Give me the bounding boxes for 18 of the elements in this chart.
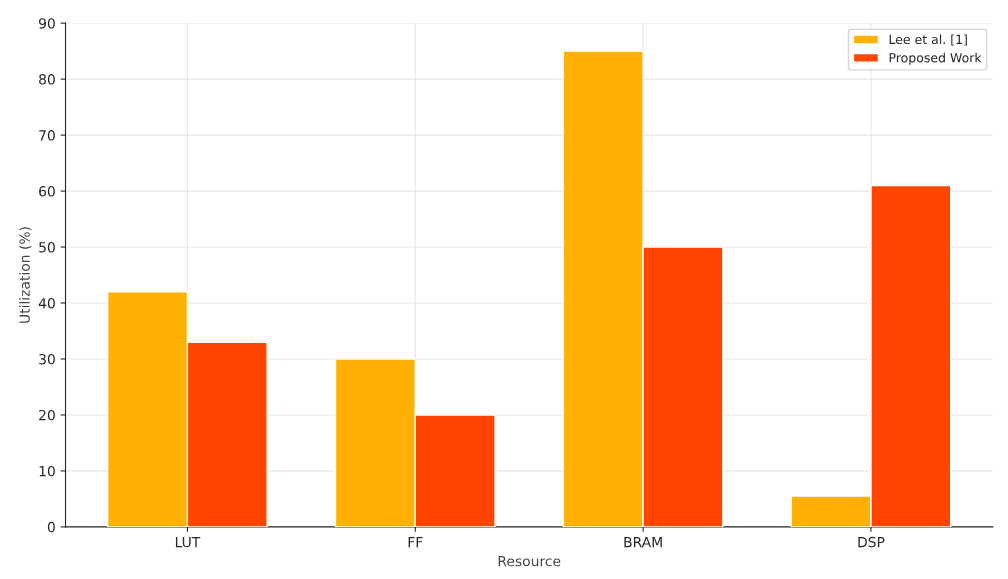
y-axis-title: Utilization (%): [19, 227, 32, 323]
y-tick-label: 30: [39, 353, 55, 365]
y-tick-label: 70: [39, 130, 55, 141]
y-tick-label: 90: [39, 18, 55, 29]
y-tick-label: 60: [39, 186, 55, 197]
y-tick-label: 80: [39, 74, 55, 85]
y-tick-label: 40: [38, 297, 55, 309]
y-tick-label: 20: [39, 409, 55, 421]
x-tick-label: BRAM: [624, 537, 662, 548]
y-tick-label: 50: [39, 242, 55, 253]
y-tick-label: 10: [39, 465, 55, 477]
legend-label: Proposed Work: [889, 52, 982, 65]
legend-label: Lee et al. [1]: [889, 34, 967, 46]
x-axis-title: Resource: [498, 556, 561, 567]
x-tick-label: FF: [408, 537, 423, 548]
x-tick-label: LUT: [175, 537, 201, 548]
y-tick-label: 0: [47, 521, 55, 533]
x-tick-label: DSP: [858, 536, 885, 548]
